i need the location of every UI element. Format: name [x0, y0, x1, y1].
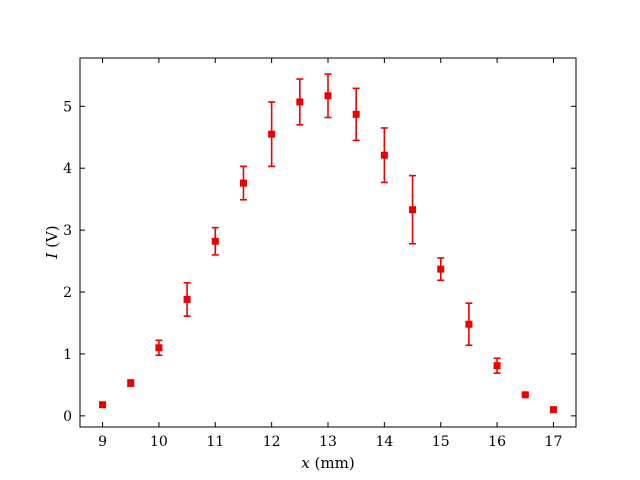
data-point — [380, 151, 388, 159]
data-point — [268, 130, 276, 138]
data-point — [352, 110, 360, 118]
data-point — [183, 295, 191, 303]
y-tick-label: 3 — [63, 223, 72, 239]
data-point — [239, 179, 247, 187]
data-point — [99, 401, 107, 409]
data-point — [296, 98, 304, 106]
x-tick-label: 17 — [545, 434, 563, 450]
data-marks — [99, 73, 557, 414]
data-point — [211, 237, 219, 245]
y-axis-label: I (V) — [43, 225, 61, 259]
data-point — [465, 320, 473, 328]
x-tick-label: 9 — [98, 434, 107, 450]
data-point — [409, 206, 417, 214]
y-tick-label: 1 — [63, 347, 72, 363]
data-point — [155, 344, 163, 352]
x-tick-label: 14 — [375, 434, 393, 450]
data-point — [521, 391, 529, 399]
x-tick-label: 12 — [263, 434, 281, 450]
ticks — [80, 58, 576, 427]
data-point — [549, 406, 557, 414]
x-tick-label: 16 — [488, 434, 506, 450]
data-point — [437, 265, 445, 273]
data-point — [324, 92, 332, 100]
data-point — [127, 379, 135, 387]
y-tick-label: 5 — [63, 99, 72, 115]
x-axis-label: x (mm) — [301, 454, 354, 472]
x-tick-label: 13 — [319, 434, 337, 450]
y-tick-label: 4 — [63, 161, 72, 177]
y-tick-label: 2 — [63, 285, 72, 301]
x-tick-label: 15 — [432, 434, 450, 450]
data-point — [493, 362, 501, 370]
x-tick-label: 11 — [206, 434, 224, 450]
y-tick-label: 0 — [63, 409, 72, 425]
x-tick-label: 10 — [150, 434, 168, 450]
